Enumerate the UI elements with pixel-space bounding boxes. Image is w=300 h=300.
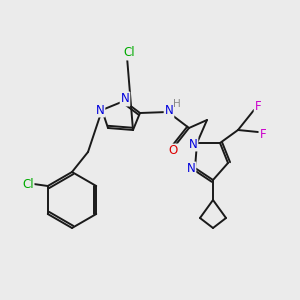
Text: N: N bbox=[165, 104, 173, 118]
Text: F: F bbox=[260, 128, 266, 140]
Text: O: O bbox=[168, 145, 178, 158]
Text: N: N bbox=[96, 103, 104, 116]
Text: N: N bbox=[121, 92, 129, 106]
Text: F: F bbox=[255, 100, 261, 113]
Text: Cl: Cl bbox=[123, 46, 135, 59]
Text: Cl: Cl bbox=[22, 178, 34, 190]
Text: N: N bbox=[189, 137, 197, 151]
Text: H: H bbox=[173, 99, 181, 109]
Text: N: N bbox=[187, 163, 195, 176]
